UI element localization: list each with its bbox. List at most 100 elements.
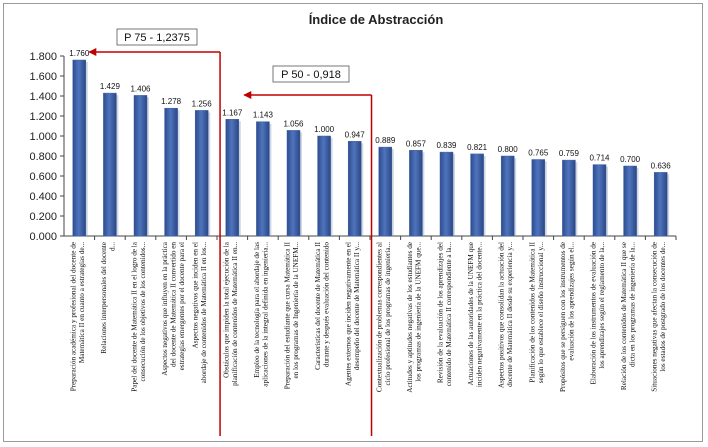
- category-label: Contextualización de problemas correspon…: [375, 242, 392, 392]
- category-label: Situaciones negativas que afectan la con…: [651, 242, 668, 392]
- category-label-line: Aspectos positivos que consolidan la act…: [498, 242, 506, 388]
- bar: [531, 159, 546, 237]
- category-label: Preparación del estudiante que cursa Mat…: [284, 241, 301, 389]
- bar: [103, 92, 117, 237]
- category-label: Propósitos que se persiguen con los inst…: [559, 242, 576, 392]
- category-label: Relaciones interpersonales del docente d.…: [100, 242, 117, 354]
- category-label: Revisión de la evaluación de los aprendi…: [437, 242, 454, 386]
- category-label-line: abordaje de contenidos de Matemática II …: [200, 242, 208, 384]
- data-label: 1.143: [253, 111, 274, 120]
- data-label: 0.947: [345, 130, 366, 139]
- abstraction-index-chart: Índice de Abstracción 0.000 0.200 0.400 0.6…: [29, 12, 677, 436]
- p50-box: [272, 65, 350, 83]
- data-label: 1.167: [222, 108, 243, 117]
- bar: [439, 151, 454, 237]
- category-label-line: Papel del docente de Matemática II en el…: [131, 241, 139, 391]
- category-label: Empleo de la tecnología para el abordaje…: [253, 242, 270, 387]
- chart-frame: Índice de Abstracción 0.000 0.200 0.400 0.6…: [3, 3, 703, 442]
- bar: [470, 153, 484, 237]
- category-label: Papel del docente de Matemática II en el…: [131, 241, 148, 391]
- data-label: 1.429: [100, 82, 121, 91]
- category-label-line: Preparación del estudiante que cursa Mat…: [284, 241, 292, 389]
- category-label-line: Elaboración de los instrumentos de evalu…: [590, 242, 598, 385]
- category-label: Aspectos positivos que consolidan la act…: [498, 242, 515, 388]
- category-label: Actitudes y aptitudes negativas de los e…: [406, 242, 423, 393]
- category-labels: Preparación académica y profesional del …: [69, 241, 667, 393]
- category-label: Aspectos negativos que influyen en la pr…: [161, 241, 186, 376]
- category-label-line: Relación de los contenidos de Matemática…: [620, 242, 628, 390]
- bar: [164, 107, 178, 237]
- y-tick-label: 0.600: [29, 171, 57, 183]
- data-label: 0.759: [559, 149, 580, 158]
- bar: [623, 165, 637, 237]
- bar: [256, 121, 270, 237]
- bar: [225, 119, 240, 237]
- category-label-line: aplicaciones de la integral definida en …: [261, 242, 269, 387]
- data-label: 1.278: [161, 97, 182, 106]
- data-label: 0.857: [406, 139, 427, 148]
- bar: [72, 59, 87, 237]
- category-label-line: desempeño del docente de Matemática II y…: [353, 242, 361, 370]
- category-label-line: Contextualización de problemas correspon…: [375, 242, 383, 392]
- data-label: 0.714: [589, 154, 610, 163]
- category-label-line: Obstáculos que impiden la total ejecució…: [222, 241, 230, 378]
- data-label: 0.700: [620, 155, 641, 164]
- data-label: 0.839: [436, 141, 457, 150]
- category-label-line: Situaciones negativas que afectan la con…: [651, 242, 659, 392]
- p75-label: P 75 - 1,2375: [124, 32, 190, 44]
- category-label-line: Agentes externos que inciden negativamen…: [345, 242, 353, 386]
- y-tick-label: 0.200: [29, 211, 57, 223]
- category-label-line: los aprendizajes según el reglamento de …: [598, 242, 606, 369]
- data-label: 0.889: [375, 136, 396, 145]
- category-label-line: planificación de contenidos de Matemátic…: [231, 242, 239, 386]
- category-label-line: los programas de ingeniería de la UNEFM …: [414, 242, 422, 382]
- category-label: Elaboración de los instrumentos de evalu…: [590, 242, 607, 385]
- category-label-line: Relaciones interpersonales del docente: [100, 242, 108, 354]
- category-label-line: evaluación de los aprendizajes según el.…: [567, 242, 575, 361]
- category-label-line: Planificación de los contenidos de Matem…: [528, 241, 536, 382]
- bar: [562, 159, 576, 237]
- bar: [133, 95, 148, 237]
- data-label: 1.256: [192, 99, 213, 108]
- y-tick-label: 0.800: [29, 151, 57, 163]
- category-label-line: en los programas de Ingeniería de la UNE…: [292, 242, 300, 379]
- y-tick-label: 0.000: [29, 231, 57, 243]
- category-label-line: consecución de los objetivos de los cont…: [139, 242, 147, 382]
- y-tick-label: 1.400: [29, 91, 57, 103]
- p75-box: [116, 28, 198, 46]
- category-label-line: Propósitos que se persiguen con los inst…: [559, 242, 567, 392]
- bar: [409, 150, 423, 237]
- category-label-line: Aspectos negativos que influyen en la pr…: [161, 241, 169, 376]
- category-label: Obstáculos que impiden la total ejecució…: [222, 241, 239, 386]
- data-label: 1.406: [130, 84, 151, 93]
- bar: [500, 155, 515, 237]
- category-label-line: Actitudes y aptitudes negativas de los e…: [406, 242, 414, 393]
- data-label: 1.760: [69, 49, 90, 58]
- category-label: Relación de los contenidos de Matemática…: [620, 242, 637, 390]
- data-label: 0.636: [651, 161, 672, 170]
- percentile-annotations: P 75 - 1,2375 P 50 - 0,918: [88, 28, 373, 436]
- category-label-line: estrategias emergentes por el docente pa…: [178, 242, 186, 370]
- category-label-line: Revisión de la evaluación de los aprendi…: [437, 242, 445, 383]
- category-label-line: según lo que establece el diseño instruc…: [537, 242, 545, 383]
- category-label-line: contenido de Matemática II correspondien…: [445, 242, 453, 386]
- y-tick-label: 0.400: [29, 191, 57, 203]
- bar: [194, 110, 209, 237]
- category-label: Agentes externos que inciden negativamen…: [345, 242, 362, 386]
- data-label: 0.765: [528, 149, 549, 158]
- bar: [286, 130, 301, 237]
- bar: [347, 141, 362, 237]
- category-label: Actuaciones de las autoridades de la UNE…: [467, 242, 484, 387]
- data-label: 1.056: [283, 119, 304, 128]
- data-labels: 1.760 1.429 1.406 1.278 1.256 1.167 1.143 1.056…: [69, 49, 671, 170]
- category-label-line: del docente de Matemática II convertido …: [170, 242, 178, 367]
- category-label-line: Empleo de la tecnología para el abordaje…: [253, 242, 261, 378]
- data-label: 0.821: [467, 143, 488, 152]
- y-tick-label: 1.200: [29, 111, 57, 123]
- p50-label: P 50 - 0,918: [281, 69, 341, 81]
- data-label: 0.800: [498, 145, 519, 154]
- bar: [653, 172, 668, 237]
- category-label: Aspectos negativos que inciden en el abor…: [192, 242, 209, 384]
- category-label-line: ciclo profesional de los programas de in…: [384, 242, 392, 386]
- category-label: Características del docente de Matemátic…: [314, 241, 331, 370]
